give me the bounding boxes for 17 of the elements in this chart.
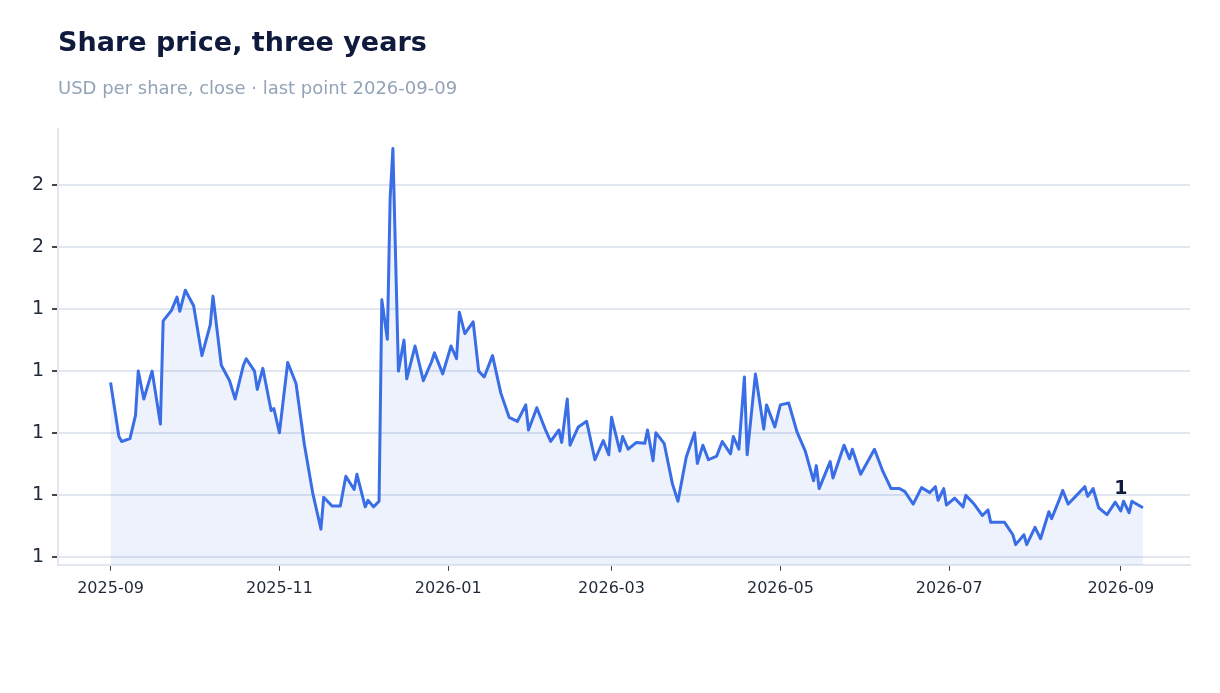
chart-subtitle: USD per share, close · last point 2026-09-09 xyxy=(58,77,458,98)
y-tick-label: 1 xyxy=(31,543,44,566)
y-tick-label: 1 xyxy=(31,482,44,505)
chart-title: Share price, three years xyxy=(58,26,427,57)
x-tick-label: 2025-09 xyxy=(77,577,145,597)
annotation: 1 xyxy=(1114,476,1128,499)
y-tick-label: 2 xyxy=(31,234,44,257)
x-tick-label: 2026-09 xyxy=(1087,577,1155,597)
x-tick-label: 2026-01 xyxy=(414,577,482,597)
y-tick-label: 1 xyxy=(31,420,44,443)
y-tick-label: 1 xyxy=(31,358,44,381)
x-tick-label: 2026-03 xyxy=(578,577,645,597)
x-tick-label: 2026-05 xyxy=(746,577,814,597)
y-tick-label: 1 xyxy=(31,296,44,319)
x-tick-label: 2025-11 xyxy=(245,577,313,597)
x-tick-label: 2026-07 xyxy=(915,577,983,597)
y-tick-label: 2 xyxy=(31,172,44,195)
